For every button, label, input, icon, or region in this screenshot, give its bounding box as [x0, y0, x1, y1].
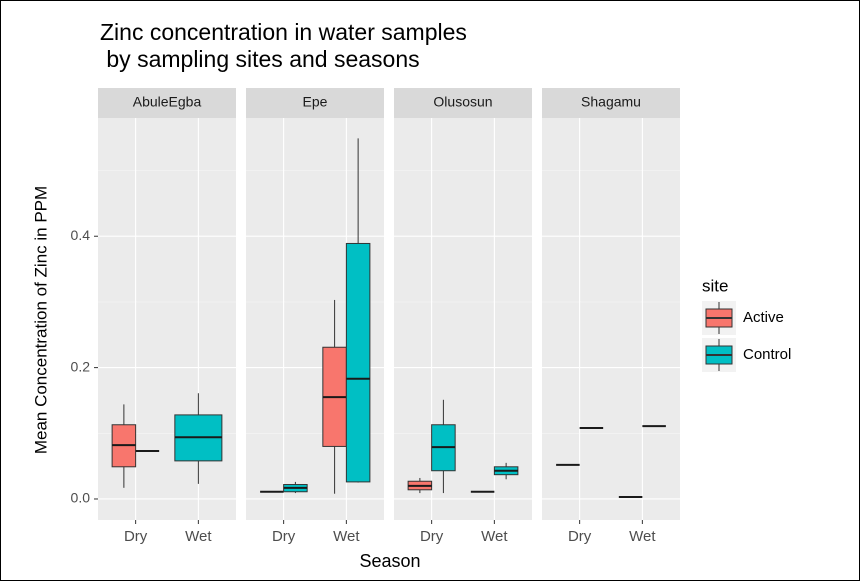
x-axis-label: Season [359, 551, 420, 571]
strip [98, 88, 236, 118]
x-tick-label: Wet [629, 528, 656, 545]
panel [542, 118, 680, 520]
x-tick-label: Wet [481, 528, 508, 545]
y-axis-label: Mean Concentration of Zinc in PPM [31, 186, 50, 454]
x-tick-label: Dry [124, 528, 148, 545]
x-tick-label: Wet [185, 528, 212, 545]
strip [394, 88, 532, 118]
chart-title: Zinc concentration in water samples [100, 19, 467, 45]
box [345, 242, 371, 483]
strip-label: AbuleEgba [133, 94, 202, 110]
x-tick-label: Dry [272, 528, 296, 545]
y-tick-label: 0.0 [71, 490, 91, 506]
strip [246, 88, 384, 118]
chart-title: by sampling sites and seasons [100, 46, 420, 72]
strip [542, 88, 680, 118]
strip-label: Olusosun [433, 94, 492, 110]
panel [394, 118, 532, 520]
x-tick-label: Dry [420, 528, 444, 545]
strip-label: Epe [303, 94, 328, 110]
strip-label: Shagamu [581, 94, 641, 110]
legend-title: site [702, 276, 728, 295]
y-tick-label: 0.2 [71, 358, 91, 374]
legend-label: Active [743, 309, 784, 326]
y-tick-label: 0.4 [71, 227, 91, 243]
x-tick-label: Dry [568, 528, 592, 545]
legend-label: Control [743, 346, 791, 363]
x-tick-label: Wet [333, 528, 360, 545]
